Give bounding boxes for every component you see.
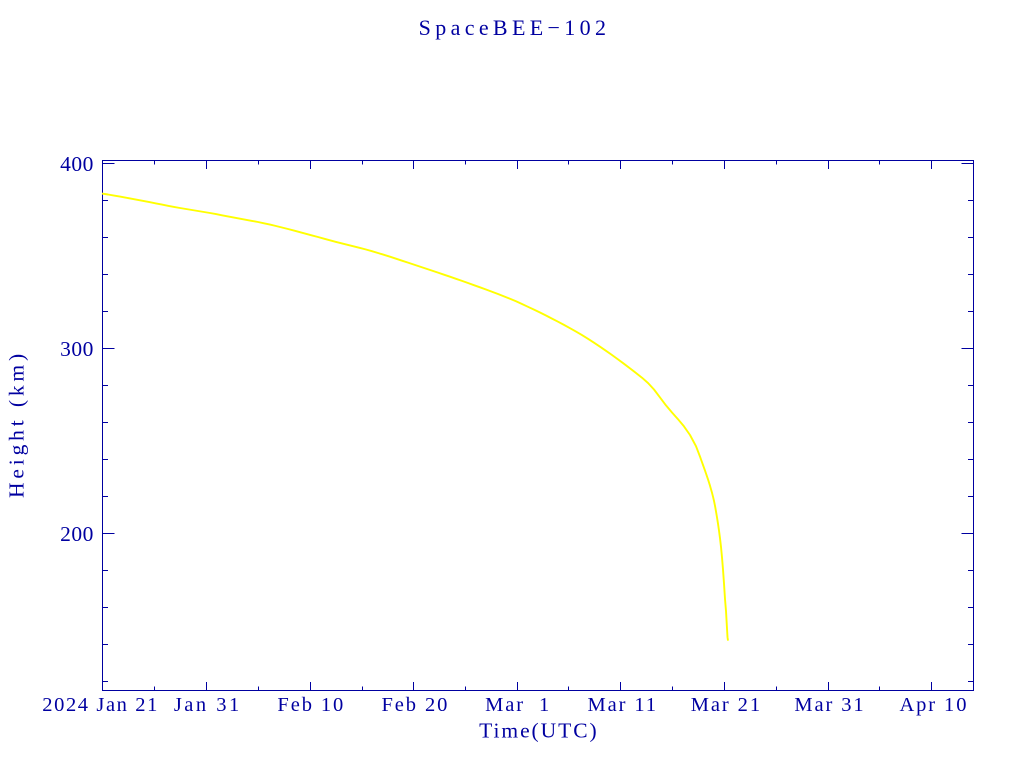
svg-text:200: 200	[60, 522, 94, 546]
svg-text:Mar 21: Mar 21	[691, 694, 762, 716]
svg-text:Mar 1: Mar 1	[485, 694, 551, 716]
svg-text:Mar 31: Mar 31	[794, 694, 865, 716]
svg-text:Feb 20: Feb 20	[382, 694, 450, 716]
svg-text:Height (km): Height (km)	[5, 350, 29, 498]
svg-text:Feb 10: Feb 10	[277, 694, 345, 716]
svg-text:400: 400	[60, 152, 94, 176]
svg-text:Mar 11: Mar 11	[587, 694, 657, 716]
svg-text:2024 Jan 21: 2024 Jan 21	[42, 694, 159, 716]
svg-text:Time(UTC): Time(UTC)	[479, 719, 599, 743]
svg-text:Jan 31: Jan 31	[174, 694, 242, 716]
svg-text:300: 300	[60, 337, 94, 361]
svg-text:Apr 10: Apr 10	[899, 694, 968, 716]
svg-text:SpaceBEE−102: SpaceBEE−102	[419, 15, 611, 40]
